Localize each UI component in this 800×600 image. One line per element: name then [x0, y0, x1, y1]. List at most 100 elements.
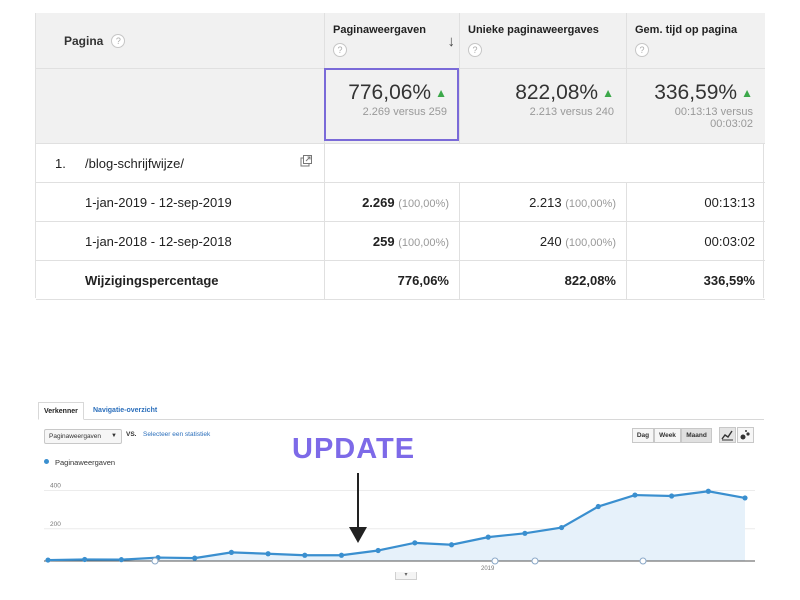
page-cell: 1. /blog-schrijfwijze/ — [36, 144, 324, 182]
data-point — [558, 524, 565, 531]
time-value: 00:03:02 — [704, 234, 755, 249]
data-point — [595, 503, 601, 510]
series-line — [47, 490, 746, 562]
pageviews-value: 259 — [372, 234, 395, 249]
vs-label: VS. — [126, 431, 137, 438]
data-point — [412, 540, 418, 546]
data-point — [669, 493, 675, 499]
tab-verkenner[interactable]: Verkenner — [38, 402, 84, 420]
line-chart-icon — [721, 430, 733, 441]
summary-row: 776,06% ▲ 2.269 versus 259 822,08% ▲ 2.213… — [36, 68, 765, 144]
update-arrow-head — [349, 527, 367, 543]
line-chart-button[interactable] — [719, 427, 736, 443]
pageviews-pct: (100,00%) — [398, 237, 449, 249]
period-day-button[interactable]: Dag — [632, 428, 654, 443]
summary-unique-sub: 2.213 versus 240 — [529, 106, 614, 118]
summary-unique: 822,08% ▲ 2.213 versus 240 — [459, 69, 626, 143]
unique-pct: (100,00%) — [565, 237, 616, 249]
chart-legend: Paginaweergaven — [44, 458, 115, 467]
data-point — [118, 557, 124, 563]
header-unique[interactable]: Unieke paginaweergaves ? — [459, 13, 626, 68]
period-month-button[interactable]: Maand — [681, 428, 712, 443]
comparison-table: Pagina ? Paginaweergaven ? ↓ Unieke pagi… — [35, 13, 765, 300]
explorer-tabs: Verkenner Navigatie-overzicht — [38, 402, 764, 420]
open-external-icon[interactable] — [300, 155, 312, 167]
data-point — [45, 557, 51, 563]
help-icon[interactable]: ? — [635, 43, 649, 57]
help-icon[interactable]: ? — [333, 43, 347, 57]
pageviews-pct: (100,00%) — [398, 198, 449, 210]
change-unique: 822,08% — [564, 273, 616, 288]
metric-dropdown-value: Paginaweergaven — [49, 433, 102, 440]
header-unique-label: Unieke paginaweergaves — [468, 24, 599, 36]
header-time[interactable]: Gem. tijd op pagina ? — [626, 13, 765, 68]
data-point — [448, 542, 455, 548]
header-pageviews-label: Paginaweergaven — [333, 24, 426, 36]
page-path-link[interactable]: /blog-schrijfwijze/ — [85, 156, 184, 171]
series-area — [48, 491, 745, 561]
legend-dot-icon — [44, 459, 49, 464]
header-pageviews[interactable]: Paginaweergaven ? ↓ — [324, 13, 459, 68]
summary-time-sub1: 00:13:13 versus — [674, 106, 753, 118]
change-time: 336,59% — [703, 273, 755, 288]
annotation-marker — [531, 557, 539, 565]
summary-time-sub: 00:13:13 versus 00:03:02 — [675, 106, 753, 130]
unique-value: 2.213 — [529, 195, 562, 210]
change-label: Wijzigingspercentage — [85, 273, 219, 288]
date-range-label: 1-jan-2019 - 12-sep-2019 — [85, 195, 232, 210]
header-time-label: Gem. tijd op pagina — [635, 24, 738, 36]
data-point — [228, 549, 235, 556]
up-arrow-icon: ▲ — [602, 86, 614, 100]
summary-unique-value: 822,08% — [515, 81, 599, 104]
sort-descending-icon[interactable]: ↓ — [447, 33, 456, 50]
help-icon[interactable]: ? — [468, 43, 482, 57]
y-tick-label: 400 — [50, 483, 61, 490]
motion-chart-button[interactable] — [737, 427, 754, 443]
data-point — [375, 547, 381, 554]
data-point — [705, 488, 711, 494]
chart-resize-handle[interactable]: ▾ — [395, 572, 417, 580]
tab-navigatie-overzicht[interactable]: Navigatie-overzicht — [93, 407, 158, 414]
header-pagina-label: Pagina — [64, 33, 104, 48]
pageviews-value: 2.269 — [362, 195, 395, 210]
metric-dropdown[interactable]: Paginaweergaven ▼ — [44, 429, 122, 444]
unique-pct: (100,00%) — [565, 198, 616, 210]
empty-cell — [324, 144, 459, 182]
date-range-label: 1-jan-2018 - 12-sep-2018 — [85, 234, 232, 249]
data-point — [742, 495, 748, 501]
header-pagina[interactable]: Pagina ? — [36, 13, 324, 68]
annotation-marker — [151, 557, 159, 565]
page-row: 1. /blog-schrijfwijze/ — [36, 144, 765, 183]
table-header-row: Pagina ? Paginaweergaven ? ↓ Unieke pagi… — [36, 13, 765, 69]
y-tick-label: 200 — [50, 521, 61, 528]
data-point — [632, 492, 638, 498]
unique-value: 240 — [539, 234, 562, 249]
summary-pageviews-sub: 2.269 versus 259 — [362, 106, 447, 118]
data-point — [265, 551, 271, 557]
up-arrow-icon: ▲ — [741, 86, 753, 100]
select-metric-link[interactable]: Selecteer een statistiek — [143, 431, 211, 438]
summary-pageviews-value: 776,06% — [348, 81, 432, 104]
data-point — [522, 530, 528, 536]
legend-label: Paginaweergaven — [55, 458, 116, 467]
summary-time-sub2: 00:03:02 — [710, 118, 753, 130]
annotation-marker — [491, 557, 499, 565]
x-tick-label: 2019 — [481, 566, 495, 572]
bubble-chart-icon — [740, 430, 750, 440]
data-point — [192, 555, 198, 561]
up-arrow-icon: ▲ — [435, 86, 447, 100]
data-point — [338, 552, 345, 558]
change-pageviews: 776,06% — [397, 273, 449, 288]
summary-time-value: 336,59% — [654, 81, 738, 104]
data-point — [485, 534, 491, 540]
annotation-marker — [639, 557, 647, 565]
data-point — [302, 552, 308, 558]
period-week-button[interactable]: Week — [654, 428, 681, 443]
summary-time: 336,59% ▲ 00:13:13 versus 00:03:02 — [626, 69, 765, 143]
change-row: Wijzigingspercentage 776,06% 822,08% 336… — [36, 261, 765, 300]
table-row: 1-jan-2019 - 12-sep-2019 2.269 (100,00%)… — [36, 183, 765, 222]
help-icon[interactable]: ? — [111, 33, 126, 48]
dropdown-caret-icon: ▼ — [111, 433, 117, 439]
time-value: 00:13:13 — [704, 195, 755, 210]
